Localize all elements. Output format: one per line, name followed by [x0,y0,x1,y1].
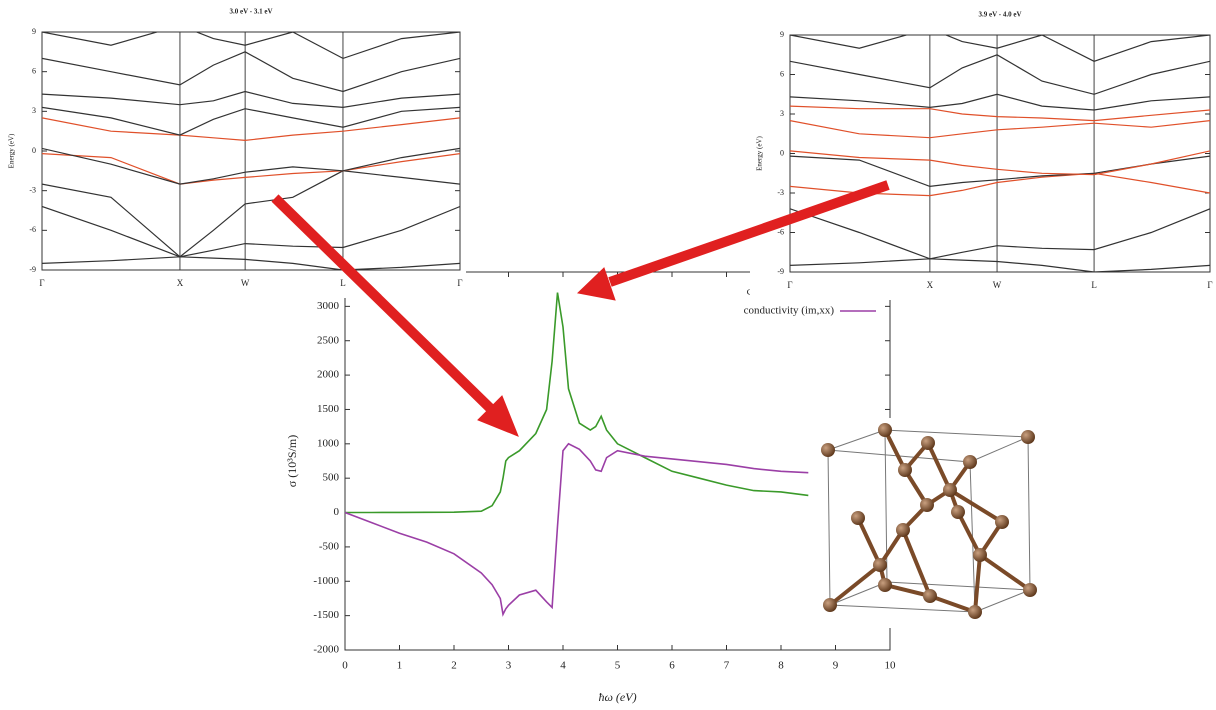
chart: 3.9 eV - 4.0 eV -9 -6 -3 0 3 6 9 Γ X W L Γ Energy (eV… [750,5,1216,300]
x-tick-label: X [177,278,184,288]
y-axis-label: Energy (eV) [756,136,764,171]
y-tick-label: -6 [777,227,784,236]
x-tick-label: 5 [615,660,621,672]
y-tick-label: 1000 [317,437,340,449]
y-tick-label: -9 [29,265,36,274]
y-tick-label: -2000 [313,644,339,656]
x-tick-label: 7 [724,660,730,672]
chart: 3.0 eV - 3.1 eV -9 -6 -3 0 3 6 9 Γ X W L Γ Energy (eV… [2,2,466,298]
y-tick-label: -1500 [313,609,339,621]
panel-background [750,5,1216,300]
x-tick-label: 1 [397,660,403,672]
y-tick-label: 3 [32,106,36,115]
y-axis-label: Energy (eV) [8,133,16,168]
x-tick-label: X [927,280,934,290]
y-axis-label: σ (10³S/m) [285,435,299,487]
y-tick-label: 1500 [317,403,340,415]
x-tick-label: 3 [506,660,512,672]
x-tick-label: 10 [885,660,897,672]
y-tick-label: 9 [32,27,36,36]
y-tick-label: 3000 [317,300,340,312]
y-tick-label: 0 [334,506,340,518]
plot-frame [345,272,890,650]
x-axis-label: ħω (eV) [598,690,636,704]
x-tick-label: 0 [342,660,348,672]
chart-title: 3.9 eV - 4.0 eV [978,11,1021,19]
x-tick-label: L [1091,280,1097,290]
x-tick-label: Γ [1207,280,1212,290]
x-tick-label: W [993,280,1002,290]
x-tick-label: 6 [669,660,675,672]
x-tick-label: Γ [457,278,462,288]
series-line [345,293,808,513]
x-tick-label: W [241,278,250,288]
y-tick-label: -9 [777,267,784,276]
x-tick-label: 4 [560,660,566,672]
x-tick-label: Γ [787,280,792,290]
legend-label: conductivity (im,xx) [744,305,835,317]
y-tick-label: 2000 [317,369,340,381]
y-tick-label: -1000 [313,575,339,587]
panel-background [2,2,466,298]
crystal-structure [815,418,1047,628]
x-tick-label: 2 [451,660,457,672]
y-tick-label: -6 [29,225,36,234]
x-tick-label: 9 [833,660,839,672]
y-tick-label: 2500 [317,334,340,346]
y-tick-label: 6 [32,66,36,75]
x-tick-label: Γ [39,278,44,288]
figure: -2000-1500-1000-500050010001500200025003… [0,0,1216,710]
y-tick-label: 500 [323,472,340,484]
y-tick-label: 0 [32,146,36,155]
y-tick-label: -500 [319,540,340,552]
series-line [345,444,808,615]
y-tick-label: -3 [29,185,36,194]
y-tick-label: 6 [780,69,784,78]
y-tick-label: 3 [780,109,784,118]
chart-title: 3.0 eV - 3.1 eV [229,8,272,16]
y-tick-label: -3 [777,188,784,197]
x-tick-label: L [340,278,346,288]
y-tick-label: 9 [780,30,784,39]
y-tick-label: 0 [780,148,784,157]
x-tick-label: 8 [778,660,784,672]
chart: -2000 -1500 -1000 -500 0 500 1000 1500 2000 2500 3… [285,272,896,704]
